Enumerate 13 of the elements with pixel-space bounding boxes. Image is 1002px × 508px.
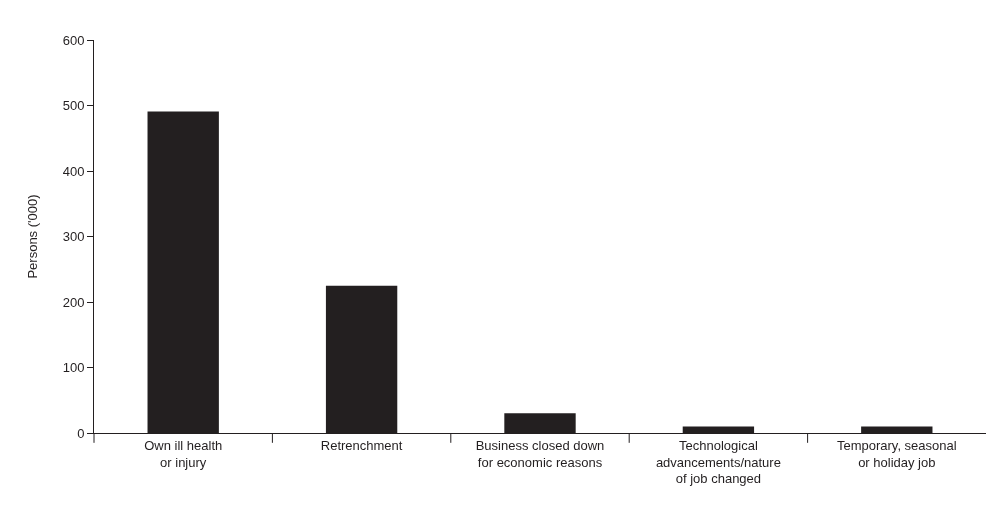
y-tick-label: 400	[62, 163, 85, 179]
y-tick-label: 100	[62, 360, 85, 376]
x-tick-label: Business closed down for economic reasons	[475, 437, 605, 470]
y-tick-label: 0	[77, 425, 85, 441]
x-tick-label: Technological advancements/nature of job changed	[655, 437, 781, 487]
x-tick-label: Temporary, seasonal or holiday job	[836, 437, 957, 470]
y-tick-label: 600	[62, 32, 85, 48]
y-tick-label: 200	[62, 294, 85, 310]
x-tick-label: Retrenchment	[320, 437, 403, 453]
y-tick-label: 300	[62, 229, 85, 245]
y-axis-title: Persons ('000)	[24, 194, 40, 279]
y-tick-label: 500	[62, 98, 85, 114]
x-tick-label: Own ill health or injury	[144, 437, 223, 470]
